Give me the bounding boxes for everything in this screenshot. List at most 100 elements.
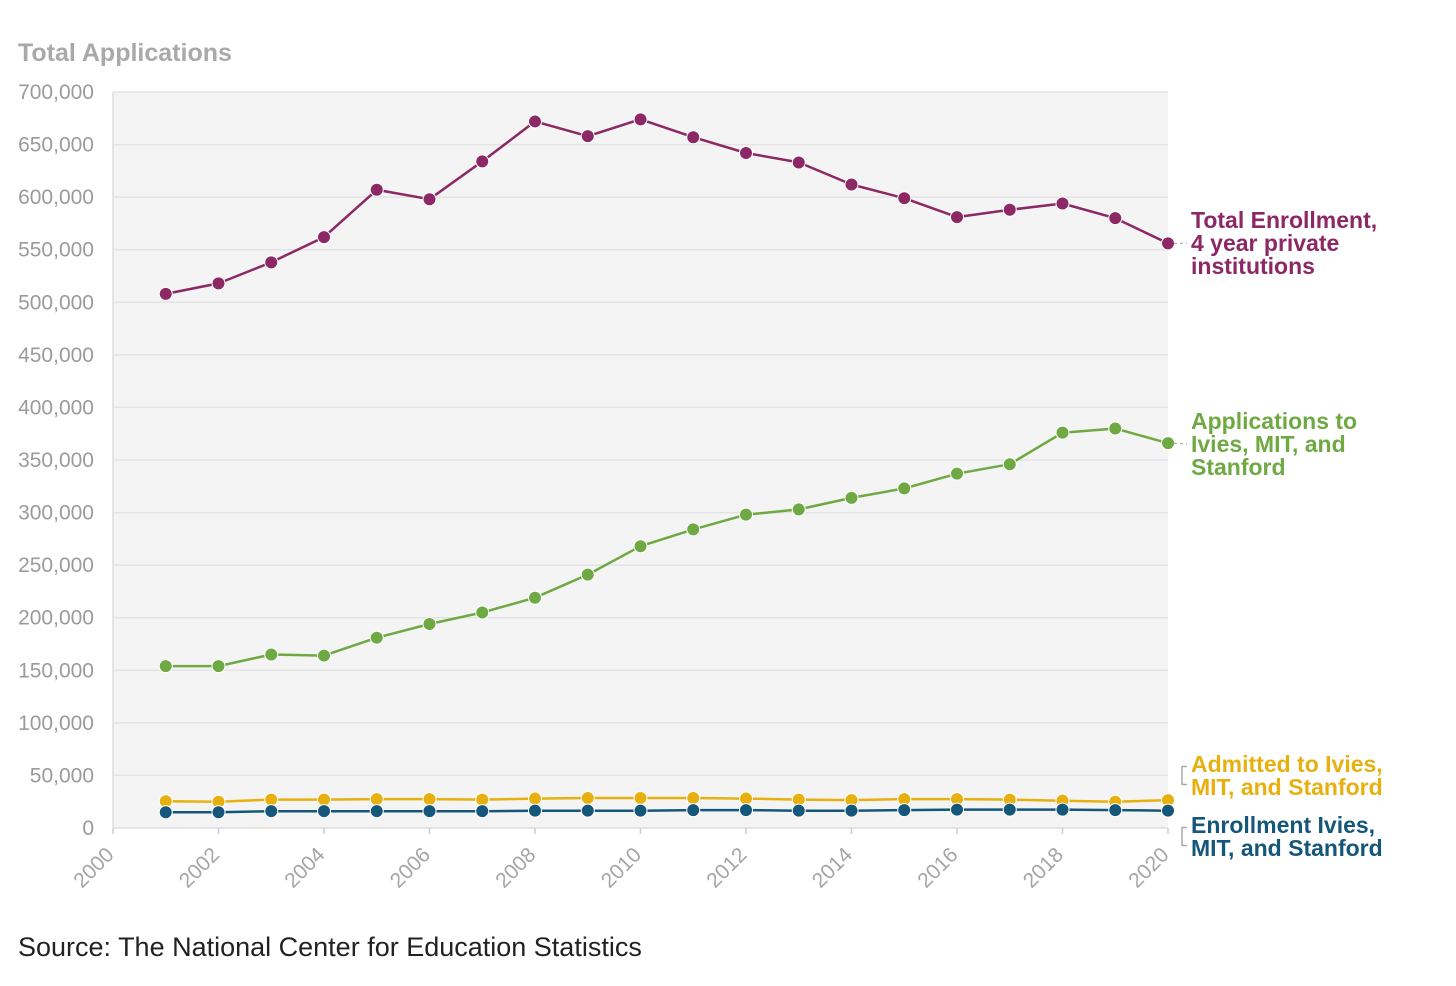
x-tick-label: 2008 [491,843,540,892]
data-point [264,647,279,662]
x-tick-label: 2018 [1019,843,1068,892]
y-tick-label: 50,000 [30,764,94,787]
data-point [264,804,279,819]
y-tick-label: 150,000 [18,659,94,682]
data-point [264,792,279,807]
y-tick-label: 200,000 [18,607,94,630]
data-point [1002,802,1017,817]
data-point [369,804,384,819]
data-point [1002,457,1017,472]
data-point [897,191,912,206]
series-labels: Total Enrollment,4 year privateinstituti… [1173,207,1383,861]
series-line-applications [165,427,1169,668]
series-label-total_enrollment: 4 year private [1191,230,1339,256]
label-bracket [1181,826,1187,847]
data-point [475,804,490,819]
data-point [1002,202,1017,217]
series-total_enrollment [158,112,1175,301]
series-admitted [158,791,1175,809]
data-point [580,567,595,582]
data-point [1161,236,1175,251]
y-tick-label: 600,000 [18,186,94,209]
data-point [369,630,384,645]
data-point [475,154,490,169]
y-tick-label: 500,000 [18,291,94,314]
data-point [580,791,595,806]
y-tick-label: 650,000 [18,134,94,157]
data-point [158,659,173,674]
data-point [528,803,542,818]
data-point [1108,421,1123,436]
data-point [317,648,331,663]
data-point [528,791,542,806]
data-point [528,590,542,605]
data-point [791,803,806,818]
series-label-enrollment_ivies: MIT, and Stanford [1191,835,1383,861]
data-point [475,792,490,807]
data-point [791,155,806,170]
data-point [791,502,806,517]
y-tick-label: 350,000 [18,449,94,472]
data-point [1055,425,1070,440]
data-point [897,481,912,496]
series-label-admitted: Admitted to Ivies, [1191,751,1383,777]
x-tick-label: 2012 [702,843,751,892]
y-tick-label: 100,000 [18,712,94,735]
data-point [1161,803,1175,818]
data-point [844,490,859,505]
x-tick-label: 2004 [280,843,330,893]
data-point [422,192,437,207]
data-point [211,276,226,291]
data-point [739,803,753,818]
data-point [369,792,384,807]
data-point [211,659,226,674]
data-point [739,145,753,160]
data-point [580,803,595,818]
y-tick-label: 250,000 [18,554,94,577]
data-point [1055,196,1070,211]
x-axis: 2000 2002 2004 2006 2008 2010 2012 2014 2016 2018… [69,827,1174,893]
data-point [686,803,701,818]
data-point [317,230,331,245]
data-point [422,792,437,807]
y-tick-label: 550,000 [18,239,94,262]
series-line-enrollment_ivies [165,808,1169,814]
data-point [317,804,331,819]
data-point [528,114,542,129]
x-tick-label: 2002 [175,843,224,892]
data-point [369,182,384,197]
y-axis: 0 50,000 100,000 150,000 200,000 250,000 300,0… [18,81,114,840]
data-point [1108,211,1123,226]
data-point [739,791,753,806]
data-point [633,112,648,127]
x-tick-label: 2020 [1124,843,1173,892]
x-tick-label: 2014 [808,843,858,893]
series-line-total_enrollment [165,118,1169,296]
data-point [475,605,490,620]
data-point [1055,802,1070,817]
label-connector [1173,442,1188,445]
x-tick-label: 2016 [913,843,962,892]
data-point [950,466,964,481]
data-point [844,803,859,818]
y-tick-label: 450,000 [18,344,94,367]
series-label-applications: Stanford [1191,454,1286,480]
series-label-applications: Ivies, MIT, and [1191,431,1346,457]
data-point [422,617,437,632]
data-point [158,805,173,820]
data-point [686,791,701,806]
series-label-enrollment_ivies: Enrollment Ivies, [1191,812,1375,838]
label-bracket [1181,765,1187,786]
data-point [633,803,648,818]
data-point [739,507,753,522]
data-point [950,802,964,817]
data-point [211,805,226,820]
series-line-admitted [165,796,1169,803]
series-label-total_enrollment: Total Enrollment, [1191,207,1377,233]
series-label-admitted: MIT, and Stanford [1191,774,1383,800]
chart-title: Total Applications [18,39,232,67]
series-layer [158,112,1175,820]
data-point [1108,803,1123,818]
series-label-total_enrollment: institutions [1191,253,1315,279]
